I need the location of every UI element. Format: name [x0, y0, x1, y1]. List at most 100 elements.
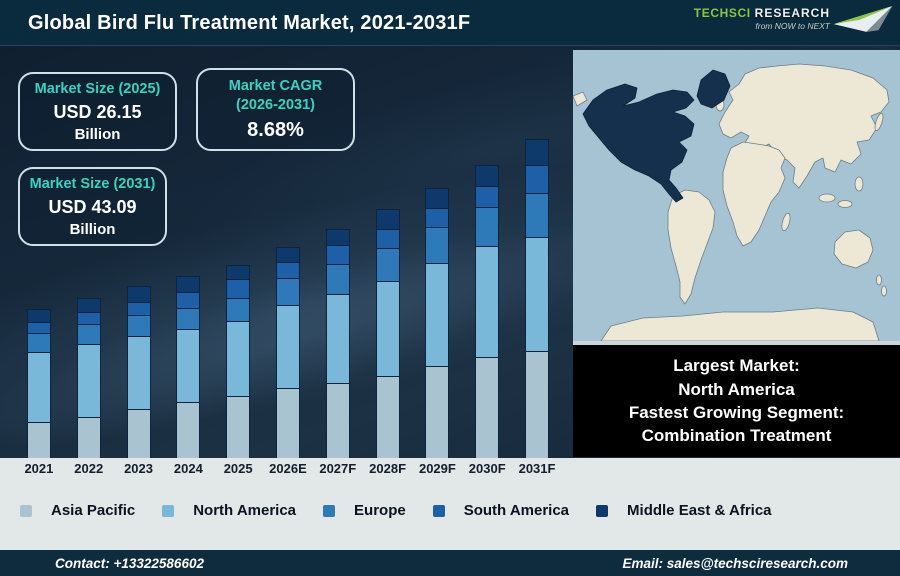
bar-segment-north-america: [426, 263, 449, 366]
bar-segment-north-america: [227, 321, 250, 396]
year-label-2026e: 2026E: [269, 461, 307, 476]
legend-swatch-south-america: [432, 504, 445, 517]
year-label-2024: 2024: [173, 461, 203, 476]
year-label-2022: 2022: [74, 461, 104, 476]
map-antarctica: [600, 307, 880, 342]
stacked-bar-2027f: [325, 229, 350, 458]
bar-segment-asia-pacific: [177, 402, 200, 458]
fastest-segment-value: Combination Treatment: [641, 426, 832, 446]
map-new-zealand: [876, 274, 882, 286]
legend-label-middle-east-africa: Middle East & Africa: [627, 502, 772, 519]
market-cagr-value: 8.68%: [247, 118, 304, 141]
legend-swatch-asia-pacific: [20, 504, 32, 517]
map-philippines: [854, 176, 864, 192]
stacked-bar-2024: [176, 276, 201, 458]
bar-segment-europe: [526, 193, 549, 237]
bar-segment-middle-east-africa: [27, 309, 50, 322]
bar-segment-asia-pacific: [376, 376, 399, 458]
market-size-2025-box: Market Size (2025) USD 26.15 Billion: [18, 72, 177, 151]
bottom-band: 2021 2022 2023 2024 2025 2026E 2027F 2028F 2029F…: [0, 458, 900, 550]
bar-segment-south-america: [376, 229, 399, 248]
map-south-america: [667, 189, 716, 305]
bar-segment-north-america: [376, 281, 399, 376]
stacked-bar-2023: [126, 286, 151, 458]
stacked-bar-2022: [76, 298, 101, 458]
bar-segment-middle-east-africa: [426, 188, 449, 208]
map-indonesia: [837, 200, 853, 208]
legend-label-europe: Europe: [354, 502, 406, 519]
bar-segment-asia-pacific: [276, 388, 299, 458]
stacked-bar-2029f: [425, 188, 450, 458]
map-australia: [833, 229, 874, 269]
chart-canvas: Market Size (2025) USD 26.15 Billion Mar…: [0, 46, 900, 458]
bar-segment-europe: [376, 248, 399, 281]
bar-segment-south-america: [426, 208, 449, 227]
bar-segment-south-america: [326, 245, 349, 264]
logo-brand-primary: TechSci: [693, 5, 751, 20]
legend-item-north-america: North America: [162, 502, 296, 519]
bar-segment-europe: [177, 308, 200, 329]
legend-item-middle-east-africa: Middle East & Africa: [596, 502, 772, 519]
legend-swatch-middle-east-africa: [596, 504, 609, 517]
market-size-2031-unit: Billion: [69, 221, 116, 239]
map-madagascar: [781, 212, 791, 232]
bar-segment-asia-pacific: [476, 357, 499, 458]
bar-column-2023: [114, 113, 164, 458]
map-africa: [722, 141, 786, 247]
year-label-2029f: 2029F: [418, 461, 456, 476]
bar-segment-south-america: [27, 322, 50, 333]
year-label-2025: 2025: [223, 461, 253, 476]
market-size-2025-label: Market Size (2025): [34, 80, 161, 97]
year-label-2031f: 2031F: [518, 461, 556, 476]
year-label-2027f: 2027F: [319, 461, 357, 476]
logo-tagline: from NOW to NEXT: [755, 20, 830, 31]
bar-segment-middle-east-africa: [127, 286, 150, 302]
page-title: Global Bird Flu Treatment Market, 2021-2…: [28, 12, 471, 34]
logo-text: TechSci Research from NOW to NEXT: [693, 5, 830, 32]
bar-column-2021: [14, 113, 64, 458]
year-label-2030f: 2030F: [468, 461, 506, 476]
bar-segment-north-america: [127, 336, 150, 409]
bar-column-2027f: [313, 113, 363, 458]
year-labels-row: 2021 2022 2023 2024 2025 2026E 2027F 2028F 2029F…: [14, 461, 562, 476]
bar-column-2022: [64, 113, 114, 458]
bar-segment-middle-east-africa: [326, 229, 349, 245]
bar-segment-europe: [27, 333, 50, 352]
stacked-bar-2031f: [525, 139, 550, 458]
market-size-2031-box: Market Size (2031) USD 43.09 Billion: [18, 167, 167, 246]
map-north-america-highlight: [582, 83, 695, 203]
bar-segment-south-america: [526, 165, 549, 193]
contact-phone: Contact: +13322586602: [55, 555, 204, 571]
bar-segment-middle-east-africa: [177, 276, 200, 292]
stacked-bar-2030f: [475, 165, 500, 458]
stacked-bar-2026e: [275, 247, 300, 458]
bar-segment-asia-pacific: [227, 396, 250, 458]
bar-column-2029f: [413, 113, 463, 458]
largest-market-value: North America: [678, 379, 795, 399]
bar-segment-asia-pacific: [77, 417, 100, 458]
bar-segment-middle-east-africa: [77, 298, 100, 312]
bar-segment-north-america: [27, 352, 50, 422]
world-map-image: [572, 50, 900, 342]
map-greenland-highlight: [696, 69, 731, 109]
bar-segment-europe: [326, 264, 349, 294]
map-indonesia: [818, 193, 836, 203]
market-cagr-label-years: (2026-2031): [236, 96, 315, 113]
year-label-2028f: 2028F: [369, 461, 407, 476]
legend-item-south-america: South America: [432, 502, 569, 519]
fastest-segment-label: Fastest Growing Segment:: [628, 403, 845, 422]
stacked-bar-2025: [226, 265, 251, 458]
bar-segment-europe: [426, 227, 449, 263]
bar-segment-asia-pacific: [27, 422, 50, 458]
legend-swatch-north-america: [162, 504, 175, 517]
bar-segment-south-america: [177, 292, 200, 308]
bar-segment-europe: [77, 324, 100, 344]
bar-segment-north-america: [177, 329, 200, 402]
footer-bar: Contact: +13322586602 Email: sales@techs…: [0, 550, 900, 576]
bar-column-2031f: [512, 113, 562, 458]
market-size-2025-unit: Billion: [74, 126, 121, 144]
bar-segment-north-america: [276, 305, 299, 388]
bar-segment-north-america: [476, 246, 499, 357]
bar-segment-north-america: [77, 344, 100, 417]
header-bar: Global Bird Flu Treatment Market, 2021-2…: [0, 0, 900, 46]
